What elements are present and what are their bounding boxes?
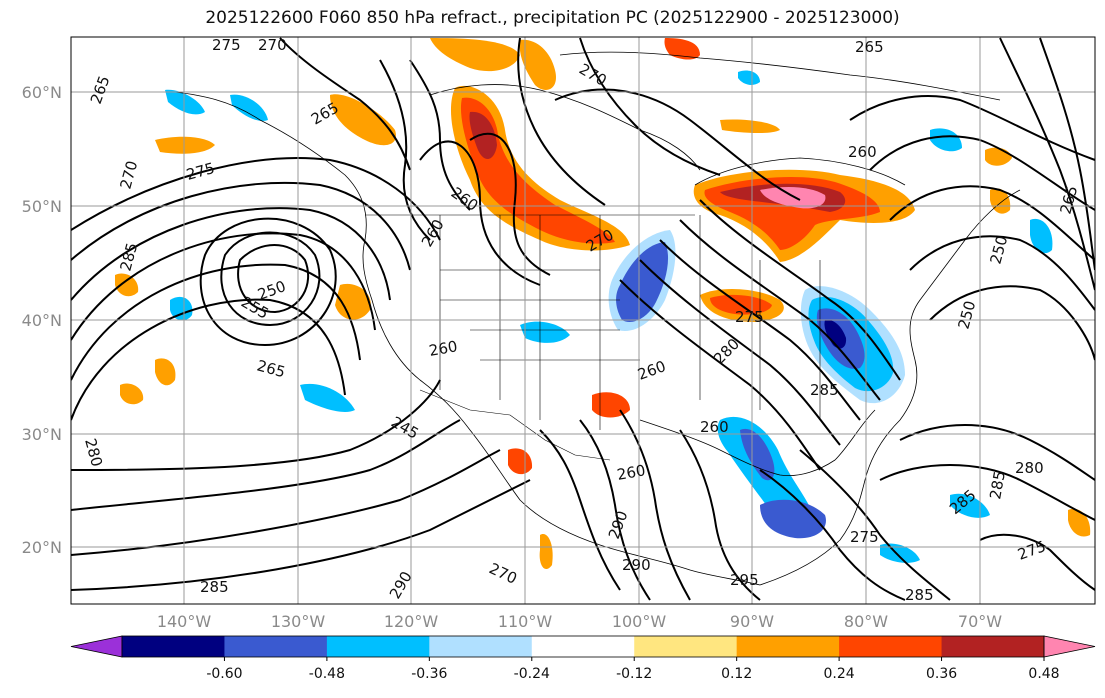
contour-label: 265 bbox=[855, 38, 884, 56]
colorbar-tick-label: -0.36 bbox=[411, 666, 447, 682]
colorbar-tick-label: -0.24 bbox=[514, 666, 550, 682]
lon-label-80w: 80°W bbox=[844, 612, 888, 631]
colorbar-frame bbox=[121, 635, 1045, 658]
colorbar-segment bbox=[326, 636, 430, 657]
lon-label-130w: 130°W bbox=[271, 612, 326, 631]
contour-label: 295 bbox=[730, 571, 759, 589]
colorbar-tick-label: 0.12 bbox=[721, 666, 752, 682]
lon-label-100w: 100°W bbox=[612, 612, 667, 631]
contour-label: 275 bbox=[212, 36, 241, 54]
map-frame bbox=[70, 36, 1096, 605]
colorbar-tick-label: 0.48 bbox=[1028, 666, 1059, 682]
contour-label: 260 bbox=[848, 143, 877, 161]
colorbar-segment bbox=[839, 636, 943, 657]
lon-label-110w: 110°W bbox=[498, 612, 553, 631]
contour-label: 260 bbox=[616, 461, 647, 484]
contour-label: 285 bbox=[905, 586, 934, 604]
colorbar-extend-low bbox=[70, 635, 123, 658]
coastlines bbox=[174, 51, 1021, 586]
graticule bbox=[71, 37, 1095, 604]
colorbar-segment bbox=[634, 636, 738, 657]
colorbar-segment bbox=[531, 636, 635, 657]
colorbar: -0.60 -0.48 -0.36 -0.24 -0.12 0.12 0.24 0.36 0.4… bbox=[70, 635, 1096, 682]
latitude-labels: 60°N 50°N 40°N 30°N 20°N bbox=[22, 83, 62, 557]
lat-label-20n: 20°N bbox=[22, 538, 62, 557]
contour-label: 285 bbox=[200, 578, 229, 596]
contour-label: 280 bbox=[1015, 459, 1044, 477]
colorbar-tick-label: -0.12 bbox=[616, 666, 652, 682]
lon-label-90w: 90°W bbox=[730, 612, 774, 631]
contour-label: 285 bbox=[810, 381, 839, 399]
lat-label-40n: 40°N bbox=[22, 311, 62, 330]
colorbar-segment bbox=[941, 636, 1045, 657]
colorbar-extend-high bbox=[1043, 635, 1096, 658]
contour-label: 285 bbox=[986, 469, 1009, 500]
lon-label-120w: 120°W bbox=[384, 612, 439, 631]
lon-label-70w: 70°W bbox=[958, 612, 1002, 631]
colorbar-segment bbox=[122, 636, 225, 657]
contour-lines bbox=[71, 37, 1095, 601]
lat-label-30n: 30°N bbox=[22, 425, 62, 444]
longitude-labels: 140°W 130°W 120°W 110°W 100°W 90°W 80°W … bbox=[157, 612, 1002, 631]
lat-label-60n: 60°N bbox=[22, 83, 62, 102]
lat-label-50n: 50°N bbox=[22, 197, 62, 216]
colorbar-tick-label: 0.36 bbox=[926, 666, 957, 682]
contour-label: 260 bbox=[428, 337, 459, 360]
contour-label: 290 bbox=[622, 556, 651, 574]
contour-label: 260 bbox=[700, 418, 729, 436]
colorbar-segment bbox=[224, 636, 328, 657]
colorbar-tick-label: -0.48 bbox=[309, 666, 345, 682]
contour-label: 275 bbox=[850, 528, 879, 546]
map-layers: 275 270 265 265 265 270 260 275 270 260 … bbox=[71, 36, 1095, 604]
colorbar-segment bbox=[736, 636, 840, 657]
contour-label: 270 bbox=[258, 36, 287, 54]
contour-label: 275 bbox=[735, 308, 764, 326]
colorbar-tick-label: 0.24 bbox=[824, 666, 855, 682]
colorbar-segment bbox=[429, 636, 533, 657]
colorbar-tick-label: -0.60 bbox=[206, 666, 242, 682]
lon-label-140w: 140°W bbox=[157, 612, 212, 631]
map-title: 2025122600 F060 850 hPa refract., precip… bbox=[205, 8, 900, 28]
